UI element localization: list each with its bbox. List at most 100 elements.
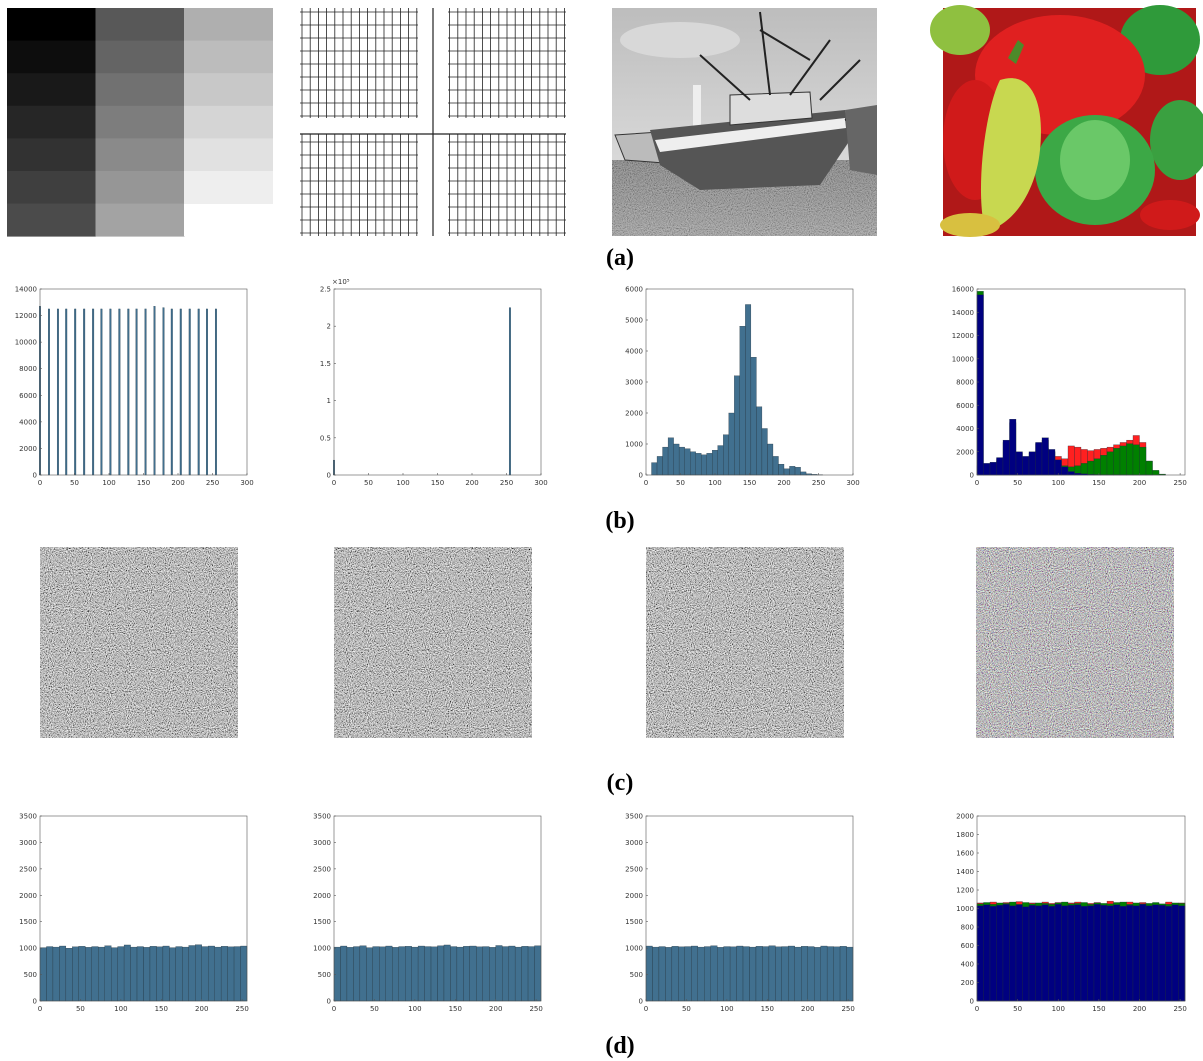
histogram-bar bbox=[1106, 905, 1114, 1002]
histogram-bar bbox=[1009, 419, 1017, 476]
histogram-bar bbox=[1126, 443, 1134, 476]
y-tick-label: 0 bbox=[33, 998, 37, 1006]
y-tick-label: 10000 bbox=[15, 339, 37, 347]
histogram-bar bbox=[1074, 904, 1082, 1002]
histogram-bar bbox=[1145, 905, 1153, 1002]
histogram-bar bbox=[201, 946, 209, 1002]
histogram-chart: 0 50 100 150 200 250 3000100020003000400050006… bbox=[625, 286, 860, 488]
histogram-bar bbox=[1139, 446, 1147, 476]
histogram-bar bbox=[136, 946, 144, 1002]
x-tick-label: 250 bbox=[206, 479, 219, 487]
histogram-bar bbox=[826, 946, 834, 1002]
y-tick-label: 1600 bbox=[956, 850, 974, 858]
histogram-bar bbox=[527, 946, 535, 1002]
bar bbox=[65, 308, 68, 476]
bar bbox=[179, 308, 182, 476]
histogram-bar bbox=[820, 945, 828, 1002]
histogram-bar bbox=[706, 453, 713, 476]
histogram-bar bbox=[65, 947, 73, 1002]
histogram-bar bbox=[52, 946, 60, 1002]
histogram-bar bbox=[762, 946, 770, 1002]
histogram-bar bbox=[482, 946, 490, 1002]
y-tick-label: 1000 bbox=[313, 945, 331, 953]
histogram-bar bbox=[717, 947, 724, 1002]
histogram-bar bbox=[111, 947, 118, 1002]
y-tick-label: 500 bbox=[630, 971, 643, 979]
histogram-bar bbox=[117, 946, 125, 1002]
cipher-image bbox=[334, 547, 532, 738]
histogram-bar bbox=[1093, 904, 1101, 1002]
histogram-bar bbox=[656, 456, 663, 476]
histogram-bar bbox=[417, 945, 425, 1002]
bar bbox=[118, 308, 121, 476]
histogram-bar bbox=[1093, 458, 1101, 476]
histogram-bar bbox=[227, 946, 235, 1002]
histogram-bar bbox=[736, 945, 744, 1002]
panel-label: (b) bbox=[605, 508, 634, 534]
x-tick-label: 150 bbox=[1092, 1005, 1105, 1013]
histogram-bar bbox=[1178, 905, 1186, 1002]
bar bbox=[162, 307, 165, 476]
histogram-bar bbox=[182, 946, 189, 1002]
x-tick-label: 200 bbox=[489, 1005, 502, 1013]
y-tick-label: 5000 bbox=[625, 317, 643, 325]
histogram-bar bbox=[989, 906, 997, 1002]
y-tick-label: 1000 bbox=[625, 945, 643, 953]
histogram-chart: 0 50 100 150 200 250 0 2000 4000 6000 8000 10000 120… bbox=[952, 286, 1187, 488]
histogram-bar bbox=[704, 946, 711, 1002]
histogram-bar bbox=[678, 946, 685, 1002]
y-tick-label: 0 bbox=[970, 998, 974, 1006]
histogram-bar bbox=[1113, 904, 1121, 1002]
y-tick-label: 2.5 bbox=[320, 286, 331, 294]
histogram-bar bbox=[723, 434, 729, 476]
histogram-bar bbox=[1041, 437, 1049, 476]
histogram-bar bbox=[652, 946, 660, 1002]
y-tick-label: 3500 bbox=[313, 813, 331, 821]
y-tick-label: 0 bbox=[639, 998, 643, 1006]
y-tick-label: 200 bbox=[961, 979, 974, 987]
x-tick-label: 100 bbox=[720, 1005, 733, 1013]
x-tick-label: 200 bbox=[1133, 479, 1146, 487]
x-tick-label: 100 bbox=[1052, 479, 1065, 487]
histogram-chart: 0 50 100 150 200 2500500100015002000250030003… bbox=[625, 813, 855, 1014]
histogram-bar bbox=[989, 462, 997, 476]
cipher-image bbox=[976, 547, 1174, 738]
histogram-bar bbox=[1087, 460, 1095, 476]
histogram-bar bbox=[1067, 905, 1075, 1002]
axes-box bbox=[333, 815, 542, 1002]
bar bbox=[214, 308, 217, 476]
histogram-bar bbox=[684, 946, 692, 1002]
histogram-bar bbox=[156, 946, 164, 1002]
histogram-bar bbox=[1002, 439, 1010, 476]
x-tick-label: 250 bbox=[1173, 479, 1186, 487]
histogram-bar bbox=[405, 946, 412, 1002]
histogram-bar bbox=[794, 467, 801, 476]
x-tick-label: 150 bbox=[137, 479, 150, 487]
x-tick-label: 200 bbox=[777, 479, 790, 487]
histogram-bar bbox=[695, 453, 702, 476]
y-tick-label: 1.5 bbox=[320, 360, 331, 368]
y-tick-label: 2000 bbox=[19, 445, 37, 453]
x-tick-label: 250 bbox=[500, 479, 513, 487]
y-tick-label: 3000 bbox=[19, 839, 37, 847]
histogram-bar bbox=[1126, 905, 1134, 1002]
bar bbox=[508, 307, 511, 476]
bar bbox=[197, 308, 200, 476]
histogram-bar bbox=[1165, 906, 1173, 1002]
histogram-bar bbox=[72, 946, 79, 1002]
histogram-bar bbox=[1028, 905, 1036, 1002]
histogram-bar bbox=[755, 946, 763, 1002]
cipher-image bbox=[40, 547, 238, 738]
histogram-bar bbox=[1015, 904, 1023, 1002]
y-tick-label: 3500 bbox=[19, 813, 37, 821]
bar bbox=[92, 308, 95, 476]
histogram-bar bbox=[789, 466, 796, 476]
histogram-bar bbox=[814, 947, 821, 1002]
histogram-bar bbox=[353, 946, 361, 1002]
histogram-bar bbox=[671, 946, 679, 1002]
x-tick-label: 200 bbox=[1133, 1005, 1146, 1013]
histogram-bar bbox=[839, 946, 847, 1002]
histogram-bar bbox=[502, 946, 509, 1002]
histogram-bar bbox=[729, 946, 737, 1002]
